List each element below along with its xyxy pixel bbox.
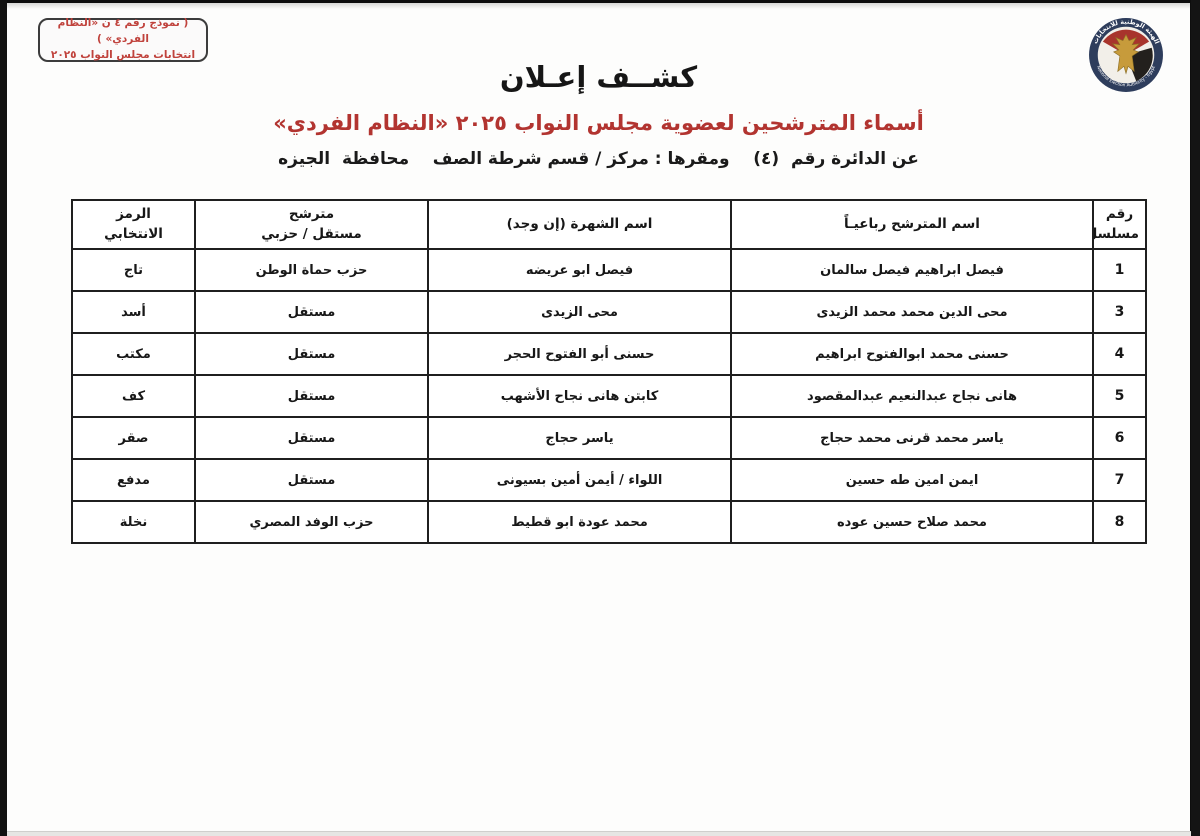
cell-affiliation: مستقل xyxy=(194,416,429,460)
cell-known-as: حسنى أبو الفتوح الحجر xyxy=(427,332,732,376)
scan-right-edge xyxy=(1191,0,1200,836)
scan-left-edge xyxy=(0,0,7,836)
cell-full-name: هانى نجاح عبدالنعيم عبدالمقصود xyxy=(730,374,1094,418)
cell-affiliation: مستقل xyxy=(194,458,429,502)
form-number-line: ( نموذج رقم ٤ ن «النظام الفردي» ) xyxy=(57,17,189,46)
page-subtitle: أسماء المترشحين لعضوية مجلس النواب ٢٠٢٥ … xyxy=(273,111,924,135)
scan-bottom-edge xyxy=(7,831,1191,836)
cell-full-name: ياسر محمد قرنى محمد حجاج xyxy=(730,416,1094,460)
cell-known-as: كابتن هانى نجاح الأشهب xyxy=(427,374,732,418)
cell-serial: 5 xyxy=(1092,374,1147,418)
column-header-symbol: الرمز الانتخابي xyxy=(71,199,196,250)
national-election-authority-logo-icon: الهيئة الوطنية للانتخابات National Elect… xyxy=(1089,18,1163,92)
column-header-serial: رقم مسلسل xyxy=(1092,199,1147,250)
election-name-line: انتخابات مجلس النواب ٢٠٢٥ xyxy=(50,48,196,61)
table-row: 4 حسنى محمد ابوالفتوح ابراهيم حسنى أبو الف… xyxy=(71,332,1147,376)
cell-affiliation: مستقل xyxy=(194,290,429,334)
egypt-eagle-icon xyxy=(1111,33,1141,75)
column-header-full-name: اسم المترشح رباعيـاً xyxy=(730,199,1094,250)
form-number-box: ( نموذج رقم ٤ ن «النظام الفردي» ) انتخاب… xyxy=(38,17,208,62)
cell-affiliation: مستقل xyxy=(194,332,429,376)
cell-affiliation: حزب حماة الوطن xyxy=(194,248,429,292)
cell-symbol: تاج xyxy=(71,248,196,292)
table-row: 8 محمد صلاح حسين عوده محمد عودة ابو قطيط حز… xyxy=(71,500,1147,544)
cell-symbol: مكتب xyxy=(71,332,196,376)
cell-serial: 3 xyxy=(1092,290,1147,334)
column-header-known-as: اسم الشهرة (إن وجد) xyxy=(427,199,732,250)
table-row: 1 فيصل ابراهيم فيصل سالمان فيصل ابو عريضه ح… xyxy=(71,248,1147,292)
table-row: 5 هانى نجاح عبدالنعيم عبدالمقصود كابتن هان… xyxy=(71,374,1147,418)
cell-symbol: نخلة xyxy=(71,500,196,544)
cell-full-name: محى الدين محمد محمد الزيدى xyxy=(730,290,1094,334)
table-row: 3 محى الدين محمد محمد الزيدى محى الزيدى مست… xyxy=(71,290,1147,334)
table-header-row: رقم مسلسل اسم المترشح رباعيـاً اسم الشهر… xyxy=(71,199,1147,250)
table-body: 1 فيصل ابراهيم فيصل سالمان فيصل ابو عريضه ح… xyxy=(71,248,1147,544)
cell-serial: 8 xyxy=(1092,500,1147,544)
table-row: 7 ايمن امين طه حسين اللواء / أيمن أمين بسي… xyxy=(71,458,1147,502)
cell-full-name: محمد صلاح حسين عوده xyxy=(730,500,1094,544)
cell-known-as: اللواء / أيمن أمين بسيونى xyxy=(427,458,732,502)
table-row: 6 ياسر محمد قرنى محمد حجاج ياسر حجاج مستقل ص… xyxy=(71,416,1147,460)
cell-known-as: محمد عودة ابو قطيط xyxy=(427,500,732,544)
cell-full-name: فيصل ابراهيم فيصل سالمان xyxy=(730,248,1094,292)
cell-symbol: أسد xyxy=(71,290,196,334)
cell-serial: 6 xyxy=(1092,416,1147,460)
cell-affiliation: حزب الوفد المصري xyxy=(194,500,429,544)
district-line: عن الدائرة رقم (٤) ومقرها : مركز / قسم ش… xyxy=(278,149,919,169)
cell-symbol: مدفع xyxy=(71,458,196,502)
candidates-table: رقم مسلسل اسم المترشح رباعيـاً اسم الشهر… xyxy=(71,199,1147,544)
cell-serial: 1 xyxy=(1092,248,1147,292)
cell-symbol: كف xyxy=(71,374,196,418)
cell-full-name: حسنى محمد ابوالفتوح ابراهيم xyxy=(730,332,1094,376)
column-header-affiliation: مترشح مستقل / حزبي xyxy=(194,199,429,250)
cell-affiliation: مستقل xyxy=(194,374,429,418)
cell-serial: 4 xyxy=(1092,332,1147,376)
page-title: كشــف إعـلان xyxy=(499,60,698,94)
cell-full-name: ايمن امين طه حسين xyxy=(730,458,1094,502)
cell-known-as: ياسر حجاج xyxy=(427,416,732,460)
cell-known-as: فيصل ابو عريضه xyxy=(427,248,732,292)
cell-known-as: محى الزيدى xyxy=(427,290,732,334)
cell-symbol: صقر xyxy=(71,416,196,460)
cell-serial: 7 xyxy=(1092,458,1147,502)
document-page: ( نموذج رقم ٤ ن «النظام الفردي» ) انتخاب… xyxy=(7,3,1190,831)
